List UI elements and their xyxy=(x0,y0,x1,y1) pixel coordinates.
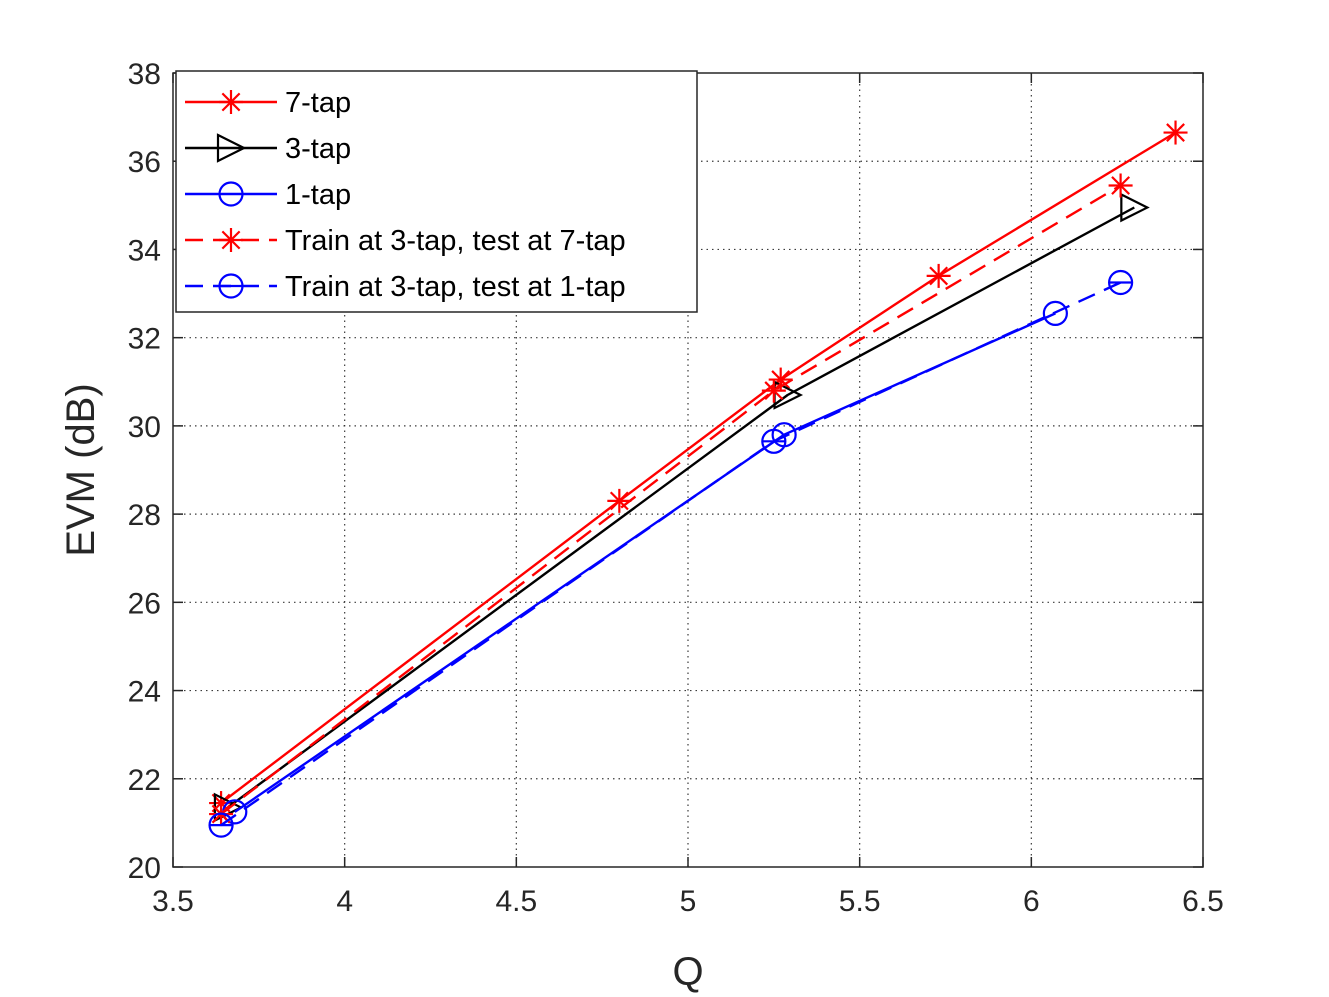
legend-marker xyxy=(218,181,244,207)
data-point xyxy=(1163,120,1188,145)
series-line xyxy=(227,206,1135,809)
x-tick-label: 3.5 xyxy=(152,885,194,918)
series-layer xyxy=(208,120,1188,838)
x-tick-label: 4.5 xyxy=(495,885,537,918)
series-5 xyxy=(208,269,1134,838)
y-tick-label: 24 xyxy=(128,676,161,709)
legend-item: 3-tap xyxy=(185,133,351,165)
x-tick-label: 5.5 xyxy=(839,885,881,918)
legend-label: Train at 3-tap, test at 7-tap xyxy=(285,225,626,257)
y-tick-label: 36 xyxy=(128,146,161,179)
data-point xyxy=(607,488,632,513)
data-point xyxy=(1107,269,1134,296)
legend-item: 7-tap xyxy=(185,87,351,119)
data-point xyxy=(761,428,787,454)
data-point xyxy=(926,263,951,288)
data-point xyxy=(1120,192,1150,223)
legend-label: Train at 3-tap, test at 1-tap xyxy=(285,271,626,303)
x-tick-label: 4 xyxy=(336,885,353,918)
legend-label: 1-tap xyxy=(285,179,351,211)
series-line xyxy=(220,184,1122,816)
legend-marker xyxy=(216,133,247,163)
y-tick-label: 32 xyxy=(128,323,161,356)
legend-marker xyxy=(219,90,243,114)
x-tick-label: 6 xyxy=(1023,885,1040,918)
y-tick-label: 20 xyxy=(128,852,161,885)
legend: 7-tap 3-tap 1-tap Train at 3-tap, test at 7… xyxy=(175,70,698,313)
y-tick-label: 26 xyxy=(128,587,161,620)
axis-ticks: 3.5 4 4.5 5 5.5 6 6.5 20 22 24 26 28 30 32 34 36 38 xyxy=(128,58,1224,918)
legend-box xyxy=(175,70,698,313)
x-axis-label: Q xyxy=(672,950,703,994)
legend-marker xyxy=(218,273,244,299)
legend-marker xyxy=(219,228,243,252)
data-point xyxy=(1108,173,1133,198)
y-tick-label: 28 xyxy=(128,499,161,532)
x-tick-label: 5 xyxy=(680,885,697,918)
legend-item: 1-tap xyxy=(185,179,351,211)
data-point xyxy=(761,378,786,403)
y-tick-label: 34 xyxy=(128,234,161,267)
legend-item: Train at 3-tap, test at 7-tap xyxy=(185,225,626,257)
data-point xyxy=(208,812,234,838)
y-axis-label: EVM (dB) xyxy=(59,383,103,556)
legend-label: 3-tap xyxy=(285,133,351,165)
y-tick-label: 22 xyxy=(128,764,161,797)
legend-label: 7-tap xyxy=(285,87,351,119)
y-tick-label: 30 xyxy=(128,411,161,444)
data-point xyxy=(1042,300,1068,327)
legend-item: Train at 3-tap, test at 1-tap xyxy=(185,271,626,303)
x-tick-label: 6.5 xyxy=(1182,885,1224,918)
y-tick-label: 38 xyxy=(128,58,161,91)
